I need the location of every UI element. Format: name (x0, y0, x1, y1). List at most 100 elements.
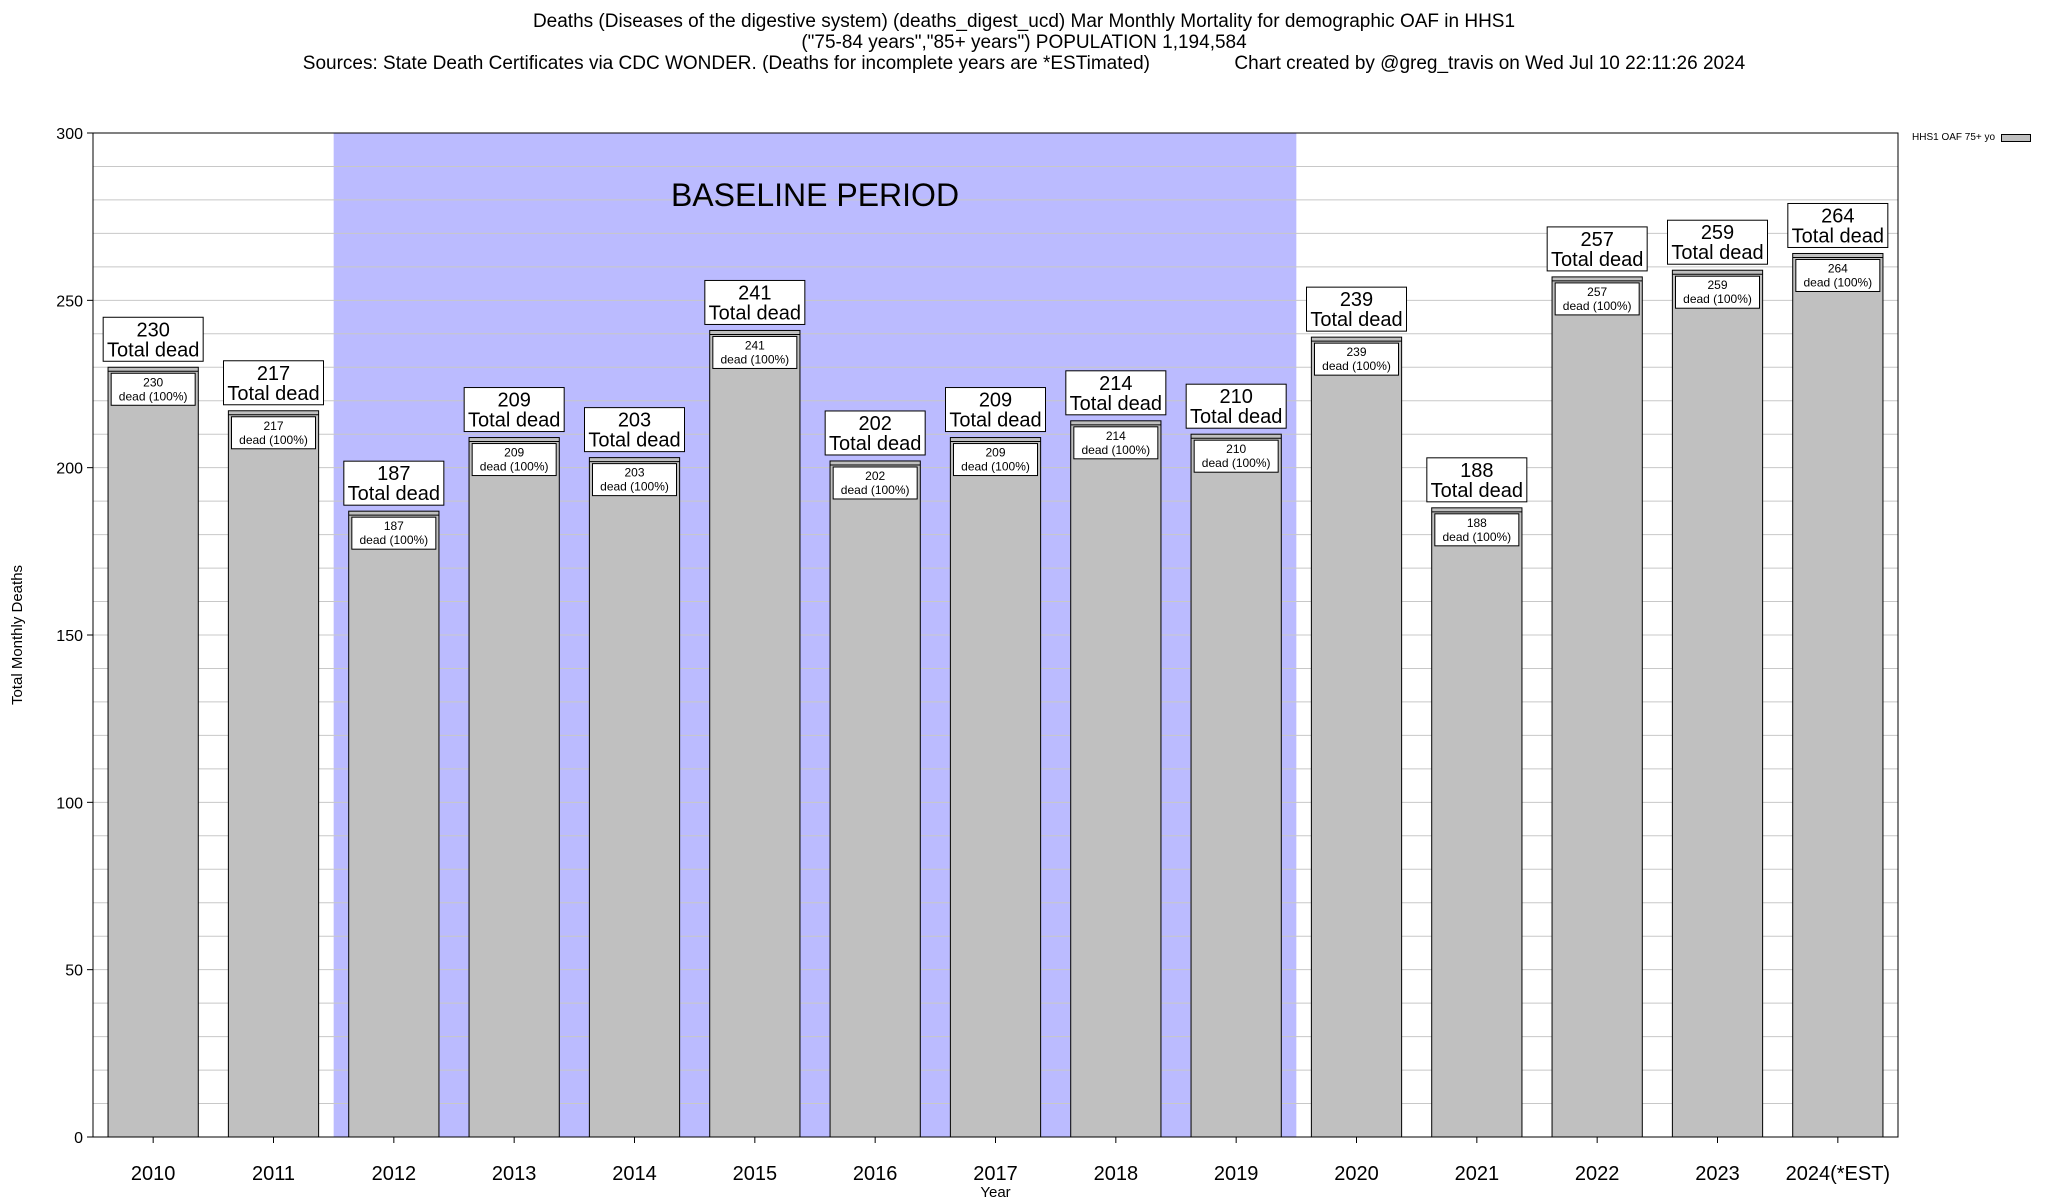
outer-label-text: Total dead (949, 410, 1041, 432)
outer-label-box (1667, 219, 1768, 265)
inner-label-box (351, 516, 437, 550)
x-tick-label: 2021 (1455, 1163, 1500, 1185)
y-tick-label: 150 (56, 628, 83, 645)
outer-label-value: 210 (1219, 386, 1252, 408)
chart-title-line1: Deaths (Diseases of the digestive system… (532, 11, 1516, 32)
bar (348, 510, 440, 1138)
outer-label-box (1065, 370, 1167, 416)
inner-label-value: 202 (865, 469, 885, 483)
outer-label-value: 264 (1821, 205, 1854, 227)
inner-label-value: 264 (1828, 261, 1848, 275)
outer-label-text: Total dead (1310, 309, 1402, 331)
y-tick-label: 300 (56, 126, 83, 143)
outer-label-text: Total dead (829, 433, 921, 455)
inner-label-box (110, 372, 196, 406)
legend-label: HHS1 OAF 75+ yo (1912, 132, 1996, 143)
outer-label-box (223, 360, 324, 406)
outer-label-box (463, 387, 565, 433)
outer-label-text: Total dead (709, 302, 801, 324)
outer-label-value: 230 (136, 319, 169, 341)
outer-label-box (704, 279, 806, 325)
outer-label-box (1426, 457, 1528, 503)
bar (829, 460, 921, 1138)
y-tick-label: 50 (65, 963, 83, 980)
inner-label-box (592, 463, 677, 497)
x-tick-label: 2023 (1695, 1163, 1740, 1185)
inner-label-box (1193, 439, 1279, 473)
y-tick-label: 100 (56, 795, 83, 812)
inner-label-text: dead (100%) (961, 460, 1030, 474)
x-tick-label: 2010 (131, 1163, 176, 1185)
outer-label-text: Total dead (1792, 225, 1884, 247)
inner-label-box (231, 416, 316, 450)
outer-label-box (1787, 202, 1889, 248)
x-tick-label: 2011 (252, 1163, 295, 1185)
inner-label-text: dead (100%) (600, 480, 669, 494)
outer-label-text: Total dead (1190, 406, 1282, 428)
inner-label-text: dead (100%) (480, 460, 549, 474)
inner-label-text: dead (100%) (239, 433, 308, 447)
inner-label-text: dead (100%) (841, 483, 910, 497)
outer-label-value: 202 (858, 413, 891, 435)
outer-label-value: 188 (1460, 460, 1493, 482)
outer-label-value: 217 (257, 363, 290, 385)
inner-label-box (471, 443, 557, 477)
baseline-label: BASELINE PERIOD (671, 177, 959, 213)
inner-label-box (1434, 513, 1520, 547)
inner-label-value: 209 (985, 446, 1005, 460)
outer-label-box (945, 387, 1046, 433)
outer-label-value: 239 (1340, 289, 1373, 311)
outer-label-text: Total dead (107, 339, 199, 361)
x-tick-label: 2012 (372, 1163, 417, 1185)
bar (468, 437, 560, 1138)
bar (1431, 507, 1523, 1138)
outer-label-box (1546, 226, 1648, 272)
outer-label-text: Total dead (468, 410, 560, 432)
outer-label-text: Total dead (348, 483, 440, 505)
outer-label-box (343, 460, 445, 506)
outer-label-box (824, 410, 926, 456)
bar (1310, 336, 1403, 1138)
outer-label-text: Total dead (1070, 393, 1162, 415)
inner-label-text: dead (100%) (119, 389, 188, 403)
outer-label-value: 241 (738, 282, 771, 304)
chart-title-line3: Sources: State Death Certificates via CD… (302, 53, 1746, 74)
bar (949, 437, 1042, 1138)
x-tick-label: 2016 (853, 1163, 898, 1185)
outer-label-text: Total dead (1551, 249, 1643, 271)
outer-label-value: 257 (1580, 229, 1613, 251)
legend-swatch (2001, 133, 2032, 142)
chart-title-line2: ("75-84 years","85+ years") POPULATION 1… (801, 32, 1247, 53)
inner-label-box (1073, 426, 1159, 460)
bar (1070, 420, 1162, 1138)
x-tick-label: 2024(*EST) (1786, 1163, 1891, 1185)
inner-label-value: 214 (1106, 429, 1126, 443)
x-tick-label: 2017 (973, 1163, 1018, 1185)
inner-label-box (712, 335, 798, 369)
outer-label-value: 209 (497, 390, 530, 412)
outer-label-value: 203 (618, 410, 651, 432)
outer-label-text: Total dead (1671, 242, 1763, 264)
inner-label-text: dead (100%) (1683, 292, 1752, 306)
inner-label-box (1795, 258, 1881, 292)
outer-label-value: 214 (1099, 373, 1132, 395)
outer-label-text: Total dead (1431, 480, 1523, 502)
y-tick-label: 0 (74, 1130, 83, 1147)
bar (227, 410, 320, 1138)
y-axis-label: Total Monthly Deaths (9, 565, 26, 705)
outer-label-box (584, 407, 685, 453)
outer-label-box (1185, 383, 1287, 429)
bar (588, 457, 681, 1138)
inner-label-value: 203 (624, 466, 644, 480)
inner-label-value: 259 (1707, 278, 1727, 292)
bar (107, 366, 199, 1138)
x-tick-label: 2013 (492, 1163, 537, 1185)
outer-label-text: Total dead (227, 383, 319, 405)
inner-label-text: dead (100%) (359, 533, 428, 547)
bar (1190, 433, 1282, 1138)
outer-label-box (1306, 286, 1407, 332)
inner-label-text: dead (100%) (1081, 443, 1150, 457)
inner-label-text: dead (100%) (1442, 530, 1511, 544)
bar (709, 329, 801, 1138)
